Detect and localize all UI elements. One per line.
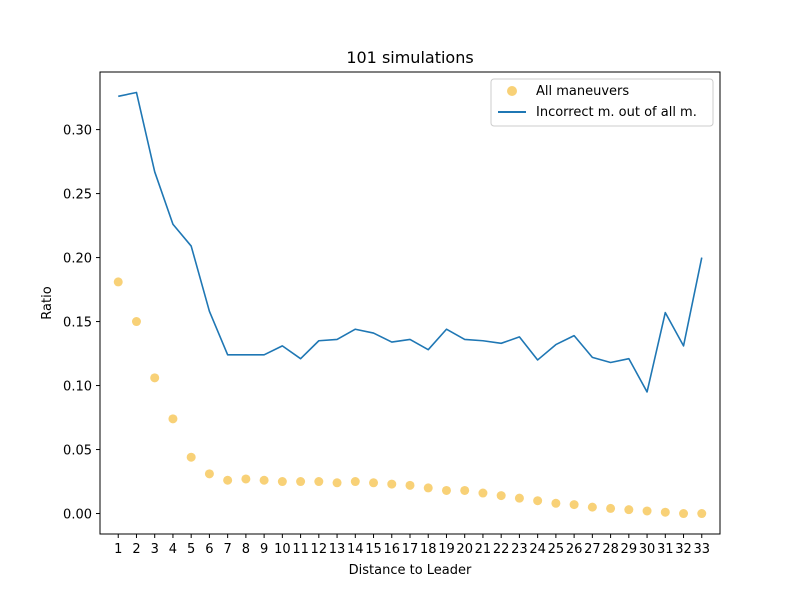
- x-tick-label: 22: [493, 542, 510, 557]
- scatter-point: [660, 507, 670, 517]
- scatter-point: [168, 414, 178, 424]
- scatter-point: [204, 469, 214, 479]
- x-tick-label: 15: [365, 542, 382, 557]
- x-tick-label: 8: [242, 542, 250, 557]
- x-tick-label: 9: [260, 542, 268, 557]
- x-tick-label: 21: [475, 542, 492, 557]
- scatter-point: [551, 498, 561, 508]
- scatter-point: [496, 491, 506, 501]
- x-tick-label: 28: [602, 542, 619, 557]
- scatter-point: [587, 502, 597, 512]
- scatter-point: [131, 317, 141, 327]
- scatter-point: [332, 478, 342, 488]
- y-tick-label: 0.25: [63, 188, 92, 203]
- x-tick-label: 33: [693, 542, 710, 557]
- y-tick-label: 0.10: [63, 380, 92, 395]
- scatter-point: [150, 373, 160, 383]
- scatter-point: [624, 505, 634, 515]
- y-tick-label: 0.20: [63, 252, 92, 267]
- x-tick-label: 13: [329, 542, 346, 557]
- series-line-incorrect: [118, 91, 703, 393]
- y-tick-label: 0.00: [63, 508, 92, 523]
- x-tick-label: 7: [224, 542, 232, 557]
- scatter-point: [697, 509, 707, 519]
- y-tick-label: 0.30: [63, 124, 92, 139]
- x-tick-label: 26: [566, 542, 583, 557]
- scatter-point: [405, 480, 415, 490]
- scatter-point: [369, 478, 379, 488]
- scatter-point: [350, 477, 360, 487]
- scatter-point: [387, 479, 397, 489]
- legend-label-incorrect: Incorrect m. out of all m.: [536, 105, 697, 120]
- x-tick-label: 14: [347, 542, 364, 557]
- x-tick-label: 12: [311, 542, 328, 557]
- x-tick-label: 11: [292, 542, 309, 557]
- scatter-point: [441, 485, 451, 495]
- x-tick-label: 2: [132, 542, 140, 557]
- y-tick-label: 0.05: [63, 444, 92, 459]
- x-tick-label: 6: [205, 542, 213, 557]
- x-tick-label: 24: [529, 542, 546, 557]
- x-tick-label: 20: [456, 542, 473, 557]
- x-tick-label: 32: [675, 542, 692, 557]
- x-tick-label: 1: [114, 542, 122, 557]
- x-tick-label: 23: [511, 542, 528, 557]
- x-tick-label: 3: [151, 542, 159, 557]
- x-tick-label: 29: [621, 542, 638, 557]
- scatter-point: [679, 509, 689, 519]
- scatter-point: [241, 474, 251, 484]
- scatter-point: [533, 496, 543, 506]
- legend: All maneuvers Incorrect m. out of all m.: [490, 78, 714, 127]
- scatter-point: [113, 277, 123, 287]
- scatter-point: [277, 477, 287, 487]
- x-tick-label: 18: [420, 542, 437, 557]
- x-axis: 1 2 3 4 5 6 7 8 9 10 11 12 13 14 15 16 17 18 19 20 21 22 23 24 2…: [114, 534, 710, 557]
- x-tick-label: 10: [274, 542, 291, 557]
- scatter-point: [569, 500, 579, 510]
- y-axis-title: Ratio: [40, 286, 55, 319]
- scatter-point: [606, 503, 616, 513]
- legend-label-all-maneuvers: All maneuvers: [536, 84, 629, 99]
- x-tick-label: 16: [383, 542, 400, 557]
- x-tick-label: 5: [187, 542, 195, 557]
- x-tick-label: 31: [657, 542, 674, 557]
- scatter-point: [460, 485, 470, 495]
- x-tick-label: 4: [169, 542, 177, 557]
- scatter-point: [478, 488, 488, 498]
- x-tick-label: 17: [402, 542, 419, 557]
- y-axis: 0.00 0.05 0.10 0.15 0.20 0.25 0.30: [63, 124, 100, 523]
- chart-title: 101 simulations: [346, 48, 473, 67]
- x-tick-label: 30: [639, 542, 656, 557]
- legend-box: [490, 78, 714, 127]
- scatter-point: [259, 475, 269, 485]
- plot-area: [113, 91, 707, 519]
- x-tick-label: 27: [584, 542, 601, 557]
- scatter-point: [514, 493, 524, 503]
- scatter-point: [423, 483, 433, 493]
- x-axis-title: Distance to Leader: [349, 563, 472, 578]
- scatter-point: [186, 452, 196, 462]
- x-tick-label: 19: [438, 542, 455, 557]
- x-tick-label: 25: [548, 542, 565, 557]
- y-tick-label: 0.15: [63, 316, 92, 331]
- scatter-point: [314, 477, 324, 487]
- scatter-point: [296, 477, 306, 487]
- scatter-point: [642, 506, 652, 516]
- scatter-point: [223, 475, 233, 485]
- legend-marker-all-maneuvers: [507, 86, 517, 96]
